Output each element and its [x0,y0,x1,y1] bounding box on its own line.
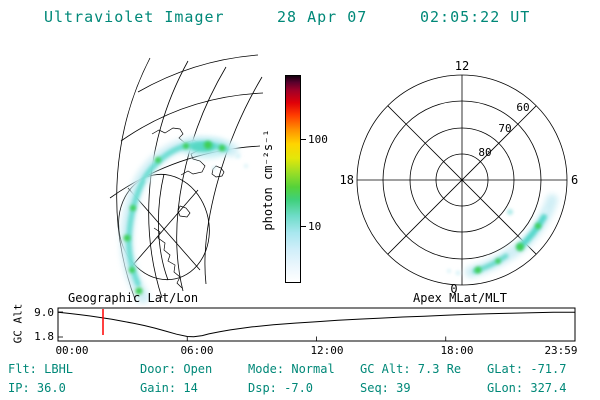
header-date: 28 Apr 07 [277,8,368,26]
mlat-label-70: 70 [498,122,511,135]
mlt-label-6: 6 [571,173,578,187]
mlt-label-18: 18 [340,173,354,187]
apex-polar-panel: 12 18 6 0 60 70 80 [340,59,579,296]
colorbar-tick-label-10: 10 [308,220,322,233]
status-gain: Gain: 14 [140,381,198,395]
status-glon: GLon: 327.4 [487,381,567,395]
status-seq: Seq: 39 [360,381,411,395]
colorbar-tick-label-100: 100 [308,133,328,146]
altitude-strip-chart [57,307,576,342]
status-glat: GLat: -71.7 [487,362,567,376]
status-ip: IP: 36.0 [8,381,66,395]
mlt-label-0: 0 [450,282,457,296]
status-door: Door: Open [140,362,213,376]
axis-ticks [57,311,576,341]
xtick-1800: 18:00 [440,344,474,357]
geographic-projection-panel [109,54,264,304]
xtick-0600: 06:00 [180,344,214,357]
status-gcalt: GC Alt: 7.3 Re [360,362,462,376]
mlat-label-60: 60 [516,101,529,114]
aurora-faint-specks [145,153,248,183]
aurora-bright-spots [474,223,541,274]
mlat-labels: 60 70 80 [478,101,529,159]
mlat-label-80: 80 [478,146,491,159]
geographic-panel-caption: Geographic Lat/Lon [68,291,199,305]
apex-panel-caption: Apex MLat/MLT [413,291,507,305]
aurora-faint-specks [447,207,549,276]
aurora-bright-spots [123,141,226,295]
aurora-geographic [120,137,248,304]
colorbar-tick-100 [301,139,306,140]
header-time: 02:05:22 UT [420,8,531,26]
aurora-apex [447,194,558,278]
xtick-0000: 00:00 [55,344,89,357]
status-mode: Mode: Normal [248,362,335,376]
ytick-1-8: 1.8 [34,330,54,343]
polar-grid [356,74,568,286]
xtick-2359: 23:59 [544,344,578,357]
mlt-labels: 12 18 6 0 [340,59,579,296]
colorbar-unit-label: photon cm⁻²s⁻¹ [261,129,275,231]
colorbar [285,75,301,283]
mlt-label-12: 12 [455,59,469,73]
status-flt: Flt: LBHL [8,362,74,376]
colorbar-tick-10 [301,226,306,227]
app-title: Ultraviolet Imager [44,8,225,26]
orbit-altitude-curve [57,311,576,338]
strip-chart-frame [57,307,576,342]
ytick-9: 9.0 [34,306,54,319]
strip-chart-ylabel: GC Alt [11,303,25,344]
xtick-1200: 12:00 [310,344,344,357]
status-dsp: Dsp: -7.0 [248,381,314,395]
